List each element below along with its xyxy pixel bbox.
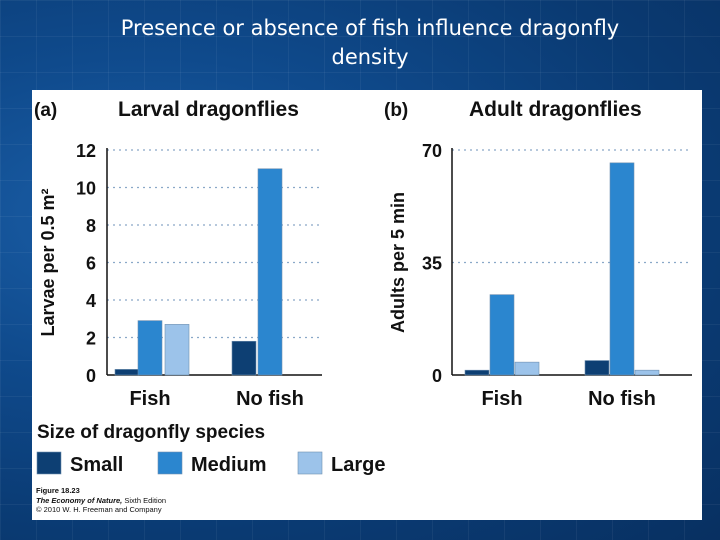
bar-small-fish (114, 369, 140, 376)
bar-large-fish (514, 361, 540, 376)
bar-large-fish (164, 324, 190, 376)
bar-medium-fish (137, 320, 163, 376)
bar-large-no-fish (634, 369, 660, 376)
caption-figure-number: Figure 18.23 (36, 486, 80, 495)
bar-medium-no-fish (609, 162, 635, 376)
panel-label-b: (b) (384, 100, 408, 121)
bar-small-no-fish (231, 340, 257, 376)
panel-title-a: Larval dragonflies (118, 98, 299, 121)
panel-label-a: (a) (34, 100, 57, 121)
y-tick-label: 8 (86, 216, 96, 236)
y-tick-label: 10 (76, 179, 96, 199)
bar-medium-fish (489, 294, 515, 376)
y-tick-label: 0 (86, 366, 96, 386)
figure-svg: (a) Larval dragonflies 0 2 4 6 8 10 12 Larvae per… (34, 98, 692, 476)
legend-swatch-large (297, 451, 323, 475)
legend-label-small: Small (70, 454, 123, 476)
y-axis-label: Larvae per 0.5 m² (38, 188, 58, 336)
slide-title-line-1: Presence or absence of fish influence dr… (120, 16, 620, 40)
bar-medium-no-fish (257, 168, 283, 376)
y-axis-label: Adults per 5 min (388, 192, 408, 333)
y-tick-label: 70 (422, 141, 442, 161)
y-tick-label: 0 (432, 366, 442, 386)
y-tick-label: 4 (86, 291, 96, 311)
figure-panel: (a) Larval dragonflies 0 2 4 6 8 10 12 Larvae per… (32, 90, 702, 520)
x-category-label: No fish (588, 388, 656, 410)
legend-label-medium: Medium (191, 454, 267, 476)
caption-copyright: © 2010 W. H. Freeman and Company (36, 505, 162, 514)
legend-swatch-medium (157, 451, 183, 475)
panel-title-b: Adult dragonflies (469, 98, 642, 121)
x-category-label: Fish (129, 388, 170, 410)
figure-caption: Figure 18.23 The Economy of Nature, Sixt… (36, 486, 166, 515)
y-tick-label: 35 (422, 254, 442, 274)
x-category-label: Fish (481, 388, 522, 410)
slide-title-line-2: density (331, 45, 409, 69)
caption-book-edition: Sixth Edition (122, 495, 167, 505)
slide-title: Presence or absence of fish influence dr… (40, 14, 700, 72)
y-tick-label: 12 (76, 141, 96, 161)
legend-label-large: Large (331, 454, 385, 476)
caption-book-title: The Economy of Nature, (36, 495, 123, 505)
y-tick-label: 6 (86, 254, 96, 274)
bar-small-no-fish (584, 360, 610, 376)
bar-small-fish (464, 369, 490, 376)
legend-title: Size of dragonfly species (37, 422, 265, 443)
y-tick-label: 2 (86, 329, 96, 349)
legend-swatch-small (36, 451, 62, 475)
x-category-label: No fish (236, 388, 304, 410)
